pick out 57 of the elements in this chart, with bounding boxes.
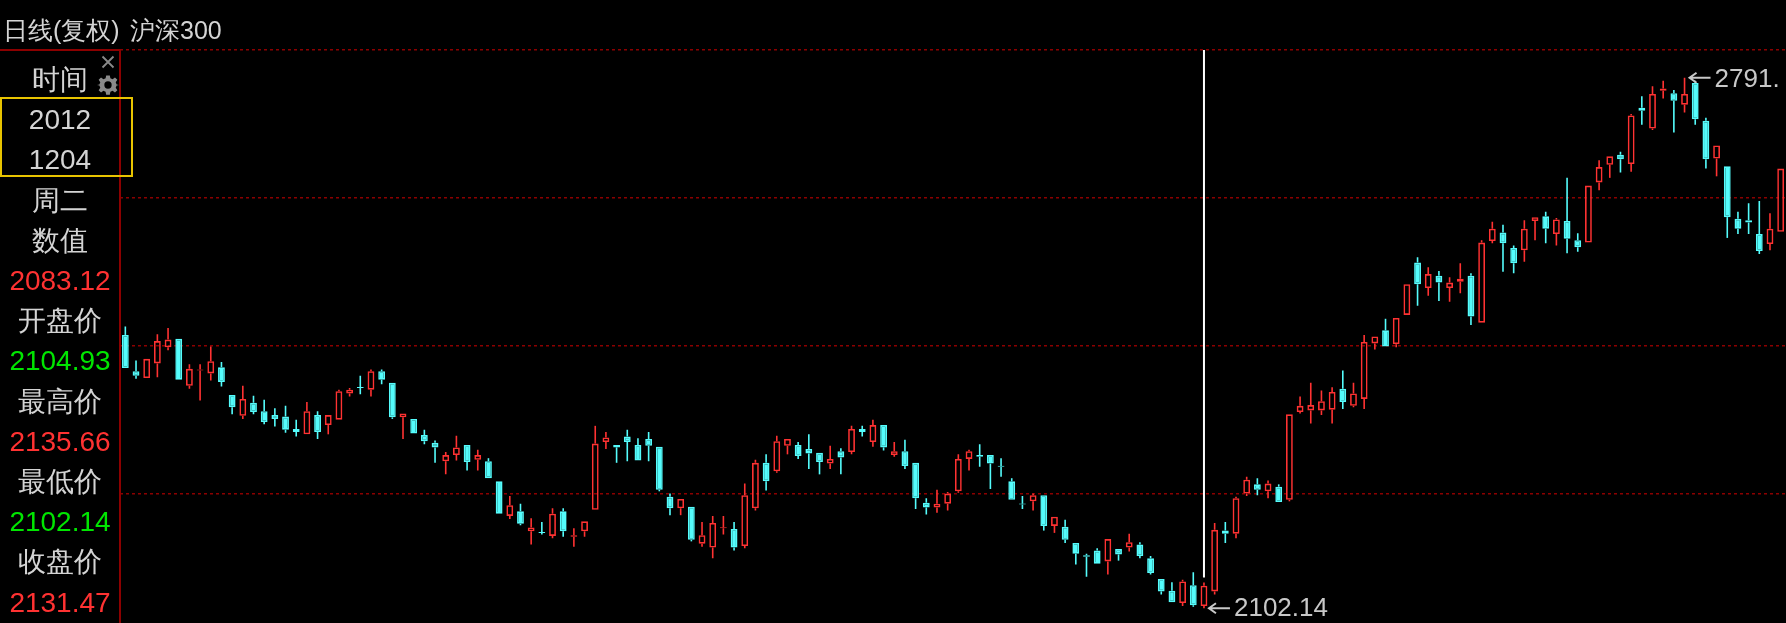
text: 最低价 [18, 466, 102, 497]
text: 开盘价 [18, 305, 102, 337]
text: 2135.66 [9, 425, 111, 457]
candlestick [1734, 210, 1742, 235]
candlestick [1563, 177, 1571, 255]
candlestick [762, 453, 770, 492]
candlestick [1755, 200, 1763, 255]
candlestick [1574, 232, 1582, 253]
text: 2102.14 [9, 506, 111, 538]
text: 1204 [28, 144, 92, 176]
candlestick [1189, 571, 1197, 608]
candlestick [260, 398, 268, 426]
candlestick [1702, 116, 1710, 170]
candlestick [634, 437, 642, 461]
candlestick [794, 441, 802, 460]
candlestick [1670, 89, 1678, 134]
candlestick [175, 338, 183, 380]
annotation: 2791. [1714, 62, 1780, 93]
candlestick [837, 447, 845, 476]
text: 2012 [28, 104, 92, 136]
candlestick [495, 481, 503, 514]
text: 最高价 [18, 385, 102, 417]
candlestick [1723, 166, 1731, 239]
candlestick [1093, 547, 1101, 564]
candlestick [1435, 270, 1443, 302]
candlestick [1061, 519, 1069, 544]
text: 2083.12 [9, 265, 111, 296]
candlestick [623, 428, 631, 463]
candlestick [1040, 495, 1048, 532]
candlestick [1467, 272, 1475, 326]
text: 2104.93 [9, 345, 111, 377]
candlestick [1691, 80, 1699, 126]
annotation: 2102.14 [1233, 592, 1328, 623]
candlestick [1275, 483, 1283, 503]
candlestick [1157, 579, 1165, 596]
text: 周二 [32, 184, 88, 216]
candlestick [410, 418, 418, 434]
text: 收盘价 [18, 546, 102, 578]
candlestick [1008, 477, 1016, 500]
candlestick [901, 438, 909, 470]
candlestick [559, 507, 567, 538]
text: 时间 [32, 64, 88, 95]
chart-title: 日线(复权) [3, 15, 120, 45]
candlestick [1499, 224, 1507, 273]
candlestick [1136, 541, 1144, 560]
text: 2131.47 [9, 586, 111, 618]
candlestick [1339, 369, 1347, 410]
chart-subtitle: 沪深300 [130, 15, 222, 45]
candlestick [730, 521, 738, 552]
candlestick [431, 439, 439, 464]
candlestick [228, 395, 236, 416]
candlestick [463, 445, 471, 472]
candlestick [1542, 210, 1550, 245]
candlestick [666, 492, 674, 516]
candlestick [1168, 581, 1176, 603]
text: 数值 [32, 224, 88, 256]
candlestick [1072, 542, 1080, 566]
